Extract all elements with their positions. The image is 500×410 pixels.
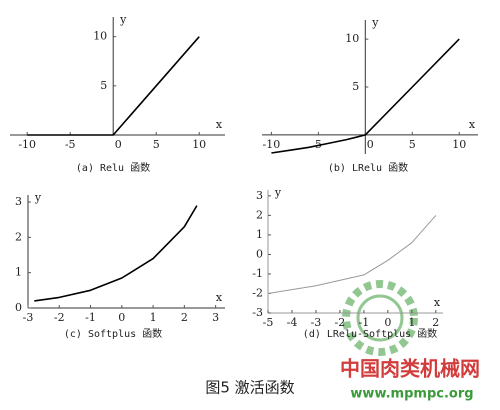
y-axis-label: y — [34, 191, 42, 204]
y-axis-label: y — [119, 13, 127, 26]
x-tick-label: -1 — [85, 311, 96, 324]
x-tick-label: -5 — [65, 138, 76, 151]
x-tick-label: -3 — [311, 316, 322, 329]
x-tick-label: 10 — [452, 138, 466, 151]
logo-ring — [356, 294, 404, 342]
y-tick-label: -3 — [252, 306, 263, 319]
x-tick-label: 3 — [212, 311, 219, 324]
y-tick-label: 5 — [100, 79, 107, 92]
y-tick-label: 1 — [15, 266, 22, 279]
watermark-logo — [342, 280, 418, 356]
x-tick-label: 0 — [367, 138, 374, 151]
x-axis-label: x — [216, 118, 223, 131]
y-tick-label: 5 — [352, 80, 359, 93]
x-tick-label: -2 — [335, 316, 346, 329]
x-tick-label: -10 — [263, 138, 281, 151]
y-tick-label: 1 — [256, 228, 263, 241]
x-tick-label: -4 — [287, 316, 298, 329]
x-tick-label: -10 — [18, 138, 36, 151]
x-tick-label: -3 — [23, 311, 34, 324]
y-tick-label: 0 — [15, 301, 22, 314]
y-tick-label: 0 — [256, 247, 263, 260]
line — [271, 38, 460, 154]
x-tick-label: 1 — [150, 311, 157, 324]
x-tick-label: -1 — [359, 316, 370, 329]
y-tick-label: 2 — [15, 230, 22, 243]
y-axis-label: y — [371, 16, 379, 29]
x-tick-label: 1 — [408, 316, 415, 329]
logo-gear — [342, 280, 418, 356]
subtitle: (b) LRelu 函数 — [328, 161, 408, 174]
x-tick-label: 10 — [192, 138, 206, 151]
x-tick-label: 0 — [384, 316, 391, 329]
watermark-url: www.mpmpc.org — [350, 387, 473, 402]
x-tick-label: -2 — [54, 311, 65, 324]
x-tick-label: 5 — [409, 138, 416, 151]
y-axis-label: y — [274, 186, 282, 199]
y-tick-label: -2 — [252, 286, 263, 299]
x-tick-label: 0 — [118, 311, 125, 324]
x-tick-label: 5 — [315, 138, 322, 151]
y-tick-label: 2 — [256, 208, 263, 221]
y-tick-label: 3 — [256, 189, 263, 202]
y-tick-label: 10 — [93, 30, 107, 43]
y-tick-label: -1 — [252, 267, 263, 280]
line — [267, 215, 437, 294]
y-tick-label: 10 — [345, 32, 359, 45]
x-tick-label: 2 — [432, 316, 439, 329]
subtitle: (d) LRelu-Softplus 函数 — [303, 327, 437, 340]
x-axis-label: x — [469, 118, 476, 131]
x-tick-label: 5 — [153, 138, 160, 151]
subtitle: (c) Softplus 函数 — [64, 327, 162, 340]
line — [27, 36, 200, 136]
y-tick-label: 3 — [15, 195, 22, 208]
x-tick-label: 0 — [115, 138, 122, 151]
x-axis-label: x — [434, 296, 441, 309]
x-axis-label: x — [216, 291, 223, 304]
x-tick-label: -5 — [263, 316, 274, 329]
x-tick-label: 2 — [181, 311, 188, 324]
watermark-name: 中国肉类机械网 — [340, 357, 480, 381]
subtitle: (a) Relu 函数 — [76, 161, 150, 174]
line — [34, 205, 198, 302]
figure-caption: 图5 激活函数 — [205, 379, 294, 397]
